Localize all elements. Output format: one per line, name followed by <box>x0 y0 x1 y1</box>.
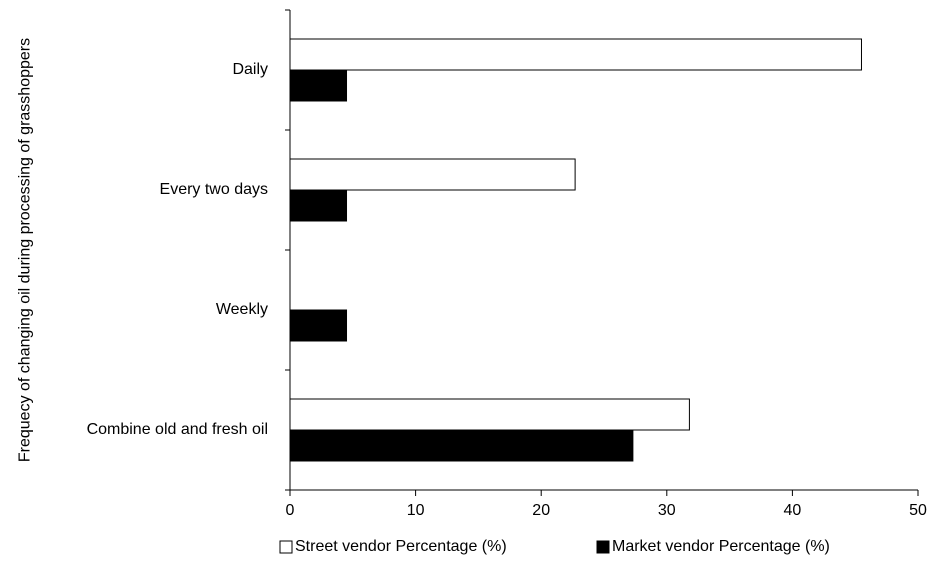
y-tick-label: Weekly <box>216 301 268 318</box>
bar <box>289 158 576 191</box>
x-tick-label: 30 <box>658 502 676 519</box>
y-tick-label: Combine old and fresh oil <box>87 421 268 438</box>
legend-label: Market vendor Percentage (%) <box>612 538 830 555</box>
bar <box>289 69 348 102</box>
y-axis-title: Frequecy of changing oil during processi… <box>16 37 34 463</box>
x-tick-label: 20 <box>532 502 550 519</box>
bar <box>289 398 690 431</box>
bar <box>289 309 348 342</box>
x-tick-label: 0 <box>286 502 295 519</box>
legend-swatch <box>596 540 610 554</box>
bar <box>289 189 348 222</box>
bar <box>289 38 862 71</box>
bar <box>289 429 634 462</box>
legend-label: Street vendor Percentage (%) <box>295 538 507 555</box>
y-tick-label: Every two days <box>160 181 268 198</box>
x-tick-label: 40 <box>784 502 802 519</box>
x-tick-label: 50 <box>909 502 927 519</box>
x-tick-label: 10 <box>407 502 425 519</box>
legend-swatch <box>279 540 293 554</box>
y-tick-label: Daily <box>232 61 268 78</box>
